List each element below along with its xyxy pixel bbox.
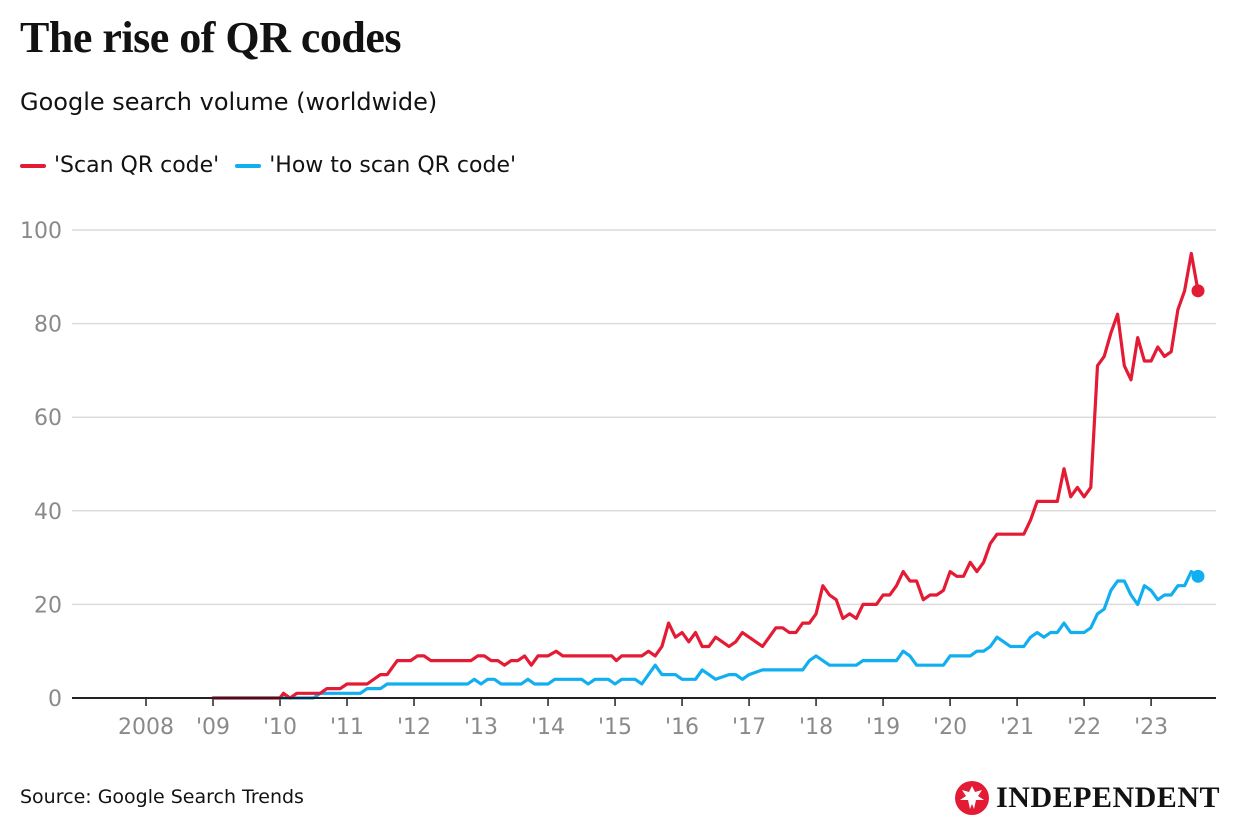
x-tick-label: '23 bbox=[1134, 715, 1168, 740]
legend-label-scan: 'Scan QR code' bbox=[54, 153, 220, 178]
y-tick-label: 80 bbox=[34, 313, 62, 338]
x-tick-label: 2008 bbox=[118, 715, 174, 740]
chart-subtitle: Google search volume (worldwide) bbox=[20, 88, 438, 116]
legend-swatch-scan bbox=[20, 163, 46, 168]
x-tick-label: '20 bbox=[933, 715, 967, 740]
legend-swatch-how bbox=[235, 163, 262, 168]
x-tick-label: '15 bbox=[598, 715, 632, 740]
x-tick-label: '21 bbox=[1000, 715, 1034, 740]
chart-title: The rise of QR codes bbox=[20, 13, 402, 62]
x-tick-label: '14 bbox=[531, 715, 565, 740]
y-tick-label: 20 bbox=[34, 593, 62, 618]
series-end-marker-how bbox=[1191, 569, 1205, 583]
series-end-marker-scan bbox=[1191, 284, 1205, 298]
series-lines bbox=[211, 251, 1205, 700]
x-tick-label: '13 bbox=[464, 715, 498, 740]
y-axis-ticks: 0 20 40 60 80 100 bbox=[20, 219, 62, 712]
series-line-how bbox=[211, 570, 1200, 700]
x-tick-label: '18 bbox=[799, 715, 833, 740]
legend-item-scan: 'Scan QR code' bbox=[20, 153, 219, 178]
independent-logo: INDEPENDENT bbox=[954, 780, 1220, 816]
series-line-scan bbox=[211, 251, 1200, 700]
x-tick-label: '10 bbox=[263, 715, 297, 740]
y-tick-label: 60 bbox=[34, 406, 62, 431]
x-tick-label: '12 bbox=[397, 715, 431, 740]
y-tick-label: 0 bbox=[48, 687, 62, 712]
x-tick-label: '17 bbox=[732, 715, 766, 740]
x-tick-label: '19 bbox=[866, 715, 900, 740]
x-tick-label: '11 bbox=[330, 715, 364, 740]
eagle-logo-icon bbox=[955, 781, 990, 815]
legend: 'Scan QR code' 'How to scan QR code' bbox=[20, 153, 532, 178]
legend-item-how: 'How to scan QR code' bbox=[235, 153, 516, 178]
x-tick-label: '16 bbox=[665, 715, 699, 740]
x-tick-label: '09 bbox=[196, 715, 230, 740]
x-axis-ticks: 2008 '09 '10 '11 '12 '13 '14 '15 '16 '17 '18 '19 '20… bbox=[118, 698, 1168, 740]
brand-name: INDEPENDENT bbox=[996, 781, 1220, 814]
gridlines bbox=[72, 229, 1216, 606]
source-note: Source: Google Search Trends bbox=[20, 786, 304, 808]
y-tick-label: 40 bbox=[34, 500, 62, 525]
x-tick-label: '22 bbox=[1067, 715, 1101, 740]
legend-label-how: 'How to scan QR code' bbox=[269, 153, 517, 178]
y-tick-label: 100 bbox=[20, 219, 62, 244]
